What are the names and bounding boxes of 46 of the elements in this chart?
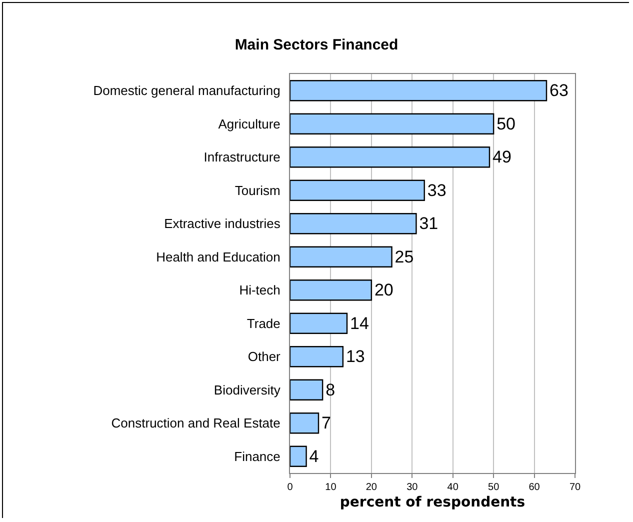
bar [290,180,425,201]
y-tick-label: Infrastructure [204,150,280,165]
x-tick-label: 20 [366,482,378,493]
bar [290,146,490,168]
y-tick-label: Extractive industries [164,216,281,232]
data-label: 49 [492,148,512,167]
data-label: 31 [419,214,438,234]
data-label: 63 [550,81,568,100]
y-tick-label: Finance [234,448,280,464]
data-label: 13 [346,347,365,366]
data-label: 25 [394,247,414,266]
y-tick-label: Other [248,349,282,364]
bar [290,446,307,467]
data-label: 4 [309,446,319,466]
data-label: 14 [350,314,369,333]
y-tick-label: Construction and Real Estate [111,416,280,431]
bar [290,312,348,334]
bar [290,80,548,102]
x-tick-label: 60 [528,482,540,493]
bar [290,379,324,400]
data-label: 8 [326,380,336,400]
x-tick-label: 50 [488,482,500,493]
data-label: 20 [374,280,394,300]
y-tick-label: Agriculture [218,116,280,132]
y-tick-label: Health and Education [156,249,280,264]
data-label: 33 [427,180,446,200]
bar [290,113,494,134]
y-tick-label: Biodiversity [214,382,281,398]
chart-title: Main Sectors Financed [234,36,398,54]
y-tick-label: Hi-tech [239,282,280,298]
bar [290,246,392,268]
x-tick-label: 40 [447,482,459,493]
y-tick-label: Tourism [234,182,280,198]
y-tick-label: Domestic general manufacturing [93,83,280,98]
data-label: 50 [496,114,516,134]
x-tick-label: 10 [325,482,337,493]
x-tick-label: 0 [287,482,294,493]
y-tick-label: Trade [246,316,280,331]
x-axis-title: percent of respondents [340,494,526,510]
x-tick-label: 70 [569,482,581,493]
bar [290,412,320,434]
x-tick-label: 30 [406,482,418,493]
bar [290,346,344,368]
data-label: 7 [322,414,331,433]
bar [290,213,417,234]
bar [290,280,372,301]
